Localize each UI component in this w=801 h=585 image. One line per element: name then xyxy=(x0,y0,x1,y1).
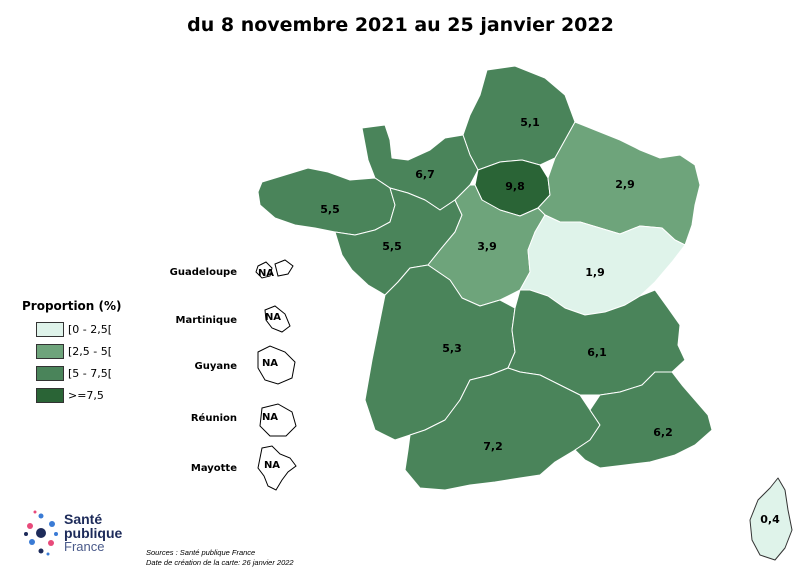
sante-publique-logo: Santé publique France xyxy=(24,508,122,558)
legend-label: [5 - 7,5[ xyxy=(68,367,113,380)
region-paca[interactable] xyxy=(574,371,713,469)
legend-label: >=7,5 xyxy=(68,389,104,402)
legend-swatch xyxy=(36,388,64,403)
logo-line2: publique xyxy=(64,525,123,541)
region-bretagne[interactable] xyxy=(257,167,396,236)
legend-item: [0 - 2,5[ xyxy=(22,322,122,337)
value-bourgogne: 1,9 xyxy=(585,266,605,279)
value-grand-est: 2,9 xyxy=(615,178,635,191)
legend-swatch xyxy=(36,344,64,359)
reunion-value: NA xyxy=(262,412,278,423)
legend-label: [2,5 - 5[ xyxy=(68,345,113,358)
value-paca: 6,2 xyxy=(653,426,673,439)
value-corse: 0,4 xyxy=(760,513,780,526)
legend: Proportion (%) [0 - 2,5[ [2,5 - 5[ [5 - … xyxy=(22,299,122,410)
sources-line: Sources : Santé publique France xyxy=(146,548,256,557)
value-centre: 3,9 xyxy=(477,240,497,253)
map-title: du 8 novembre 2021 au 25 janvier 2022 xyxy=(187,14,614,36)
mayotte-value: NA xyxy=(264,460,280,471)
value-normandie: 6,7 xyxy=(415,168,435,181)
value-bretagne: 5,5 xyxy=(320,203,340,216)
value-ile-de-france: 9,8 xyxy=(505,180,525,193)
logo-line1: Santé xyxy=(64,511,103,527)
guyane-value: NA xyxy=(262,358,278,369)
legend-label: [0 - 2,5[ xyxy=(68,323,113,336)
legend-item: [2,5 - 5[ xyxy=(22,344,122,359)
creation-date-line: Date de création de la carte: 26 janvier… xyxy=(146,558,294,567)
legend-swatch xyxy=(36,366,64,381)
overseas-label-guadeloupe: Guadeloupe xyxy=(169,267,237,278)
logo-dots-icon xyxy=(24,510,58,556)
guyane-outline xyxy=(257,345,296,385)
value-hauts-de-france: 5,1 xyxy=(520,116,540,129)
overseas-label-reunion: Réunion xyxy=(190,413,237,424)
logo-line3: France xyxy=(64,539,105,554)
value-nouvelle-aquitaine: 5,3 xyxy=(442,342,462,355)
guadeloupe-outline xyxy=(255,259,294,279)
value-auvergne: 6,1 xyxy=(587,346,607,359)
region-value-labels: 5,1 6,7 9,8 2,9 5,5 5,5 3,9 1,9 5,3 6,1 … xyxy=(320,116,780,526)
legend-title: Proportion (%) xyxy=(22,299,122,313)
martinique-value: NA xyxy=(265,312,281,323)
sources-note: Sources : Santé publique France Date de … xyxy=(146,548,294,568)
legend-swatch xyxy=(36,322,64,337)
legend-item: >=7,5 xyxy=(22,388,122,403)
overseas-label-martinique: Martinique xyxy=(175,315,237,326)
reunion-outline xyxy=(259,403,297,437)
region-corse[interactable] xyxy=(749,477,793,561)
guadeloupe-value: NA xyxy=(258,268,274,279)
value-occitanie: 7,2 xyxy=(483,440,503,453)
legend-item: [5 - 7,5[ xyxy=(22,366,122,381)
value-pays-de-la-loire: 5,5 xyxy=(382,240,402,253)
mayotte-outline xyxy=(257,445,297,491)
overseas-label-guyane: Guyane xyxy=(194,361,238,372)
overseas-label-mayotte: Mayotte xyxy=(190,463,237,474)
martinique-outline xyxy=(264,305,291,333)
